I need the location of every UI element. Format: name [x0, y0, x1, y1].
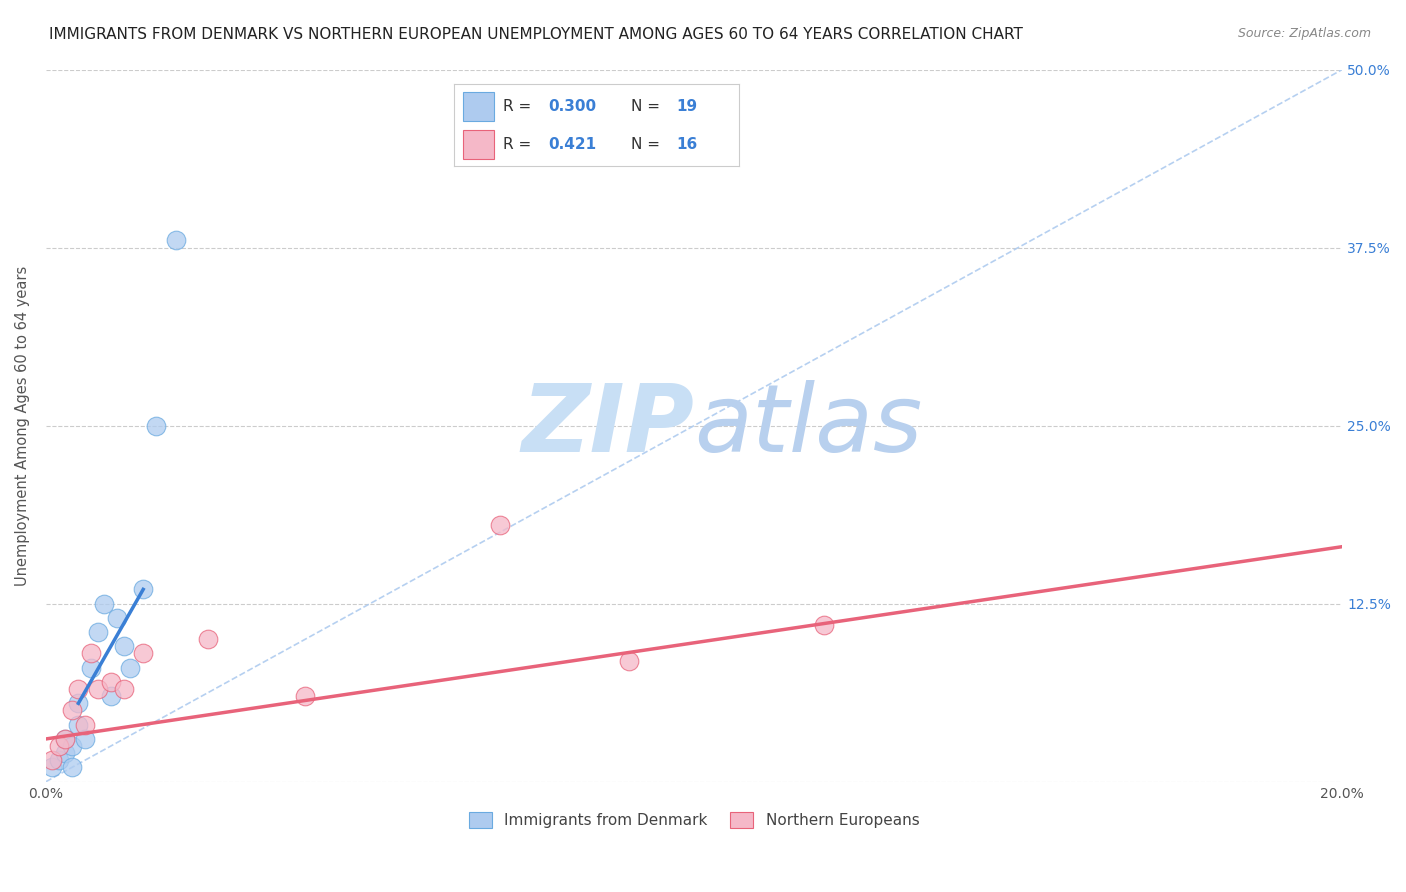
- Text: ZIP: ZIP: [522, 380, 695, 472]
- Point: [41, 753, 63, 767]
- Y-axis label: Unemployment Among Ages 60 to 64 years: Unemployment Among Ages 60 to 64 years: [15, 266, 30, 586]
- Point: [197, 632, 219, 647]
- Point: [112, 640, 135, 654]
- Point: [55, 731, 77, 746]
- Point: [73, 731, 96, 746]
- Point: [48, 739, 70, 753]
- Point: [67, 682, 90, 697]
- Text: atlas: atlas: [695, 380, 922, 471]
- Point: [100, 675, 122, 690]
- Text: IMMIGRANTS FROM DENMARK VS NORTHERN EUROPEAN UNEMPLOYMENT AMONG AGES 60 TO 64 YE: IMMIGRANTS FROM DENMARK VS NORTHERN EURO…: [49, 27, 1024, 42]
- Point: [60, 739, 83, 753]
- Point: [87, 682, 110, 697]
- Point: [132, 647, 155, 661]
- Point: [80, 661, 103, 675]
- Text: Source: ZipAtlas.com: Source: ZipAtlas.com: [1237, 27, 1371, 40]
- Point: [165, 234, 187, 248]
- Point: [55, 746, 77, 760]
- Point: [80, 647, 103, 661]
- Point: [145, 418, 167, 433]
- Point: [488, 518, 510, 533]
- Point: [60, 760, 83, 774]
- Point: [132, 582, 155, 597]
- Point: [294, 689, 316, 703]
- Point: [73, 717, 96, 731]
- Point: [48, 753, 70, 767]
- Point: [100, 689, 122, 703]
- Point: [67, 717, 90, 731]
- Point: [120, 661, 142, 675]
- Point: [41, 760, 63, 774]
- Legend: Immigrants from Denmark, Northern Europeans: Immigrants from Denmark, Northern Europe…: [463, 806, 925, 835]
- Point: [813, 618, 835, 632]
- Point: [67, 696, 90, 710]
- Point: [60, 703, 83, 717]
- Point: [105, 611, 128, 625]
- Point: [87, 625, 110, 640]
- Point: [93, 597, 115, 611]
- Point: [619, 654, 641, 668]
- Point: [55, 731, 77, 746]
- Point: [112, 682, 135, 697]
